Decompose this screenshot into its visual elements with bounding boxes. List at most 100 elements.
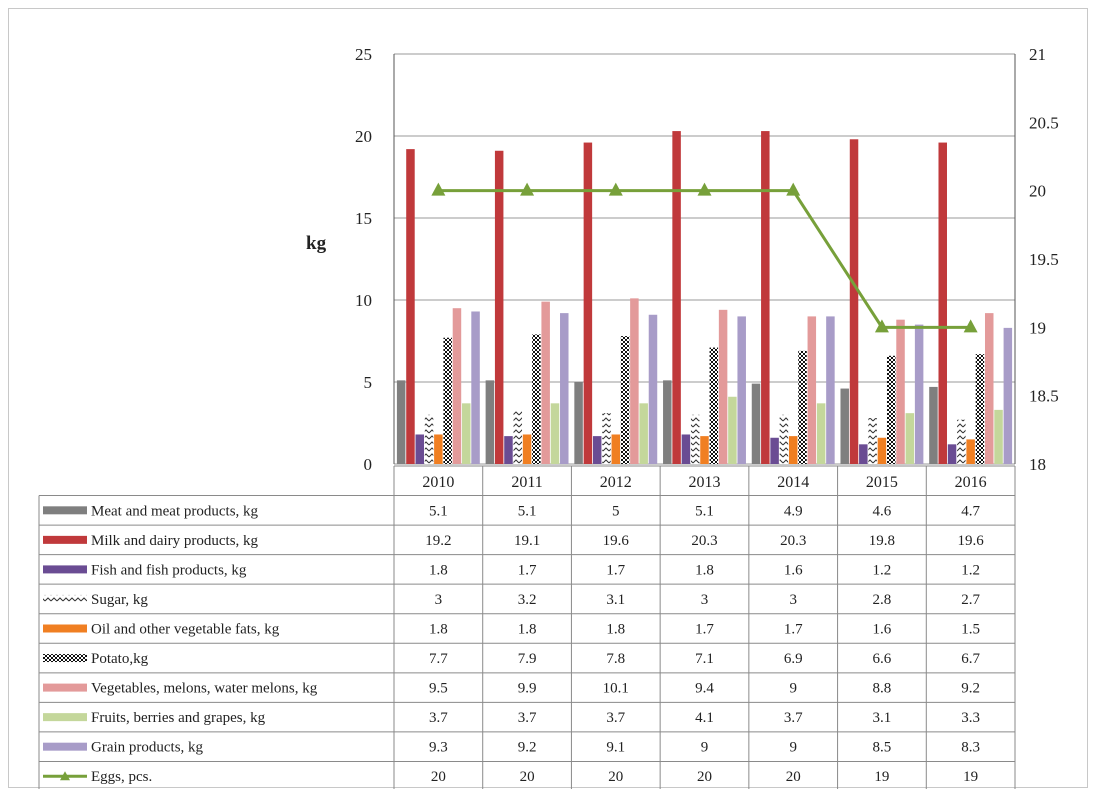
bar-sugar-2011 [513,411,523,464]
bar-potato-2014 [798,350,807,464]
axes: 0 5 10 15 20 25 18 18.5 19 19.5 20 20.5 21 [355,45,1059,474]
bar-meat-and-meat-products-2013 [663,380,672,464]
bar-potato-2015 [886,355,896,464]
data-label: 6.7 [961,651,980,667]
y2-tick-label: 20.5 [1029,113,1059,132]
marker-eggs [520,182,535,196]
legend-entry: Eggs, pcs. [91,769,152,785]
y-tick-label: 0 [364,455,373,474]
bar-sugar-2016 [957,419,966,464]
bar-grain-products-2015 [914,324,924,464]
bar-grain-products-2011 [560,313,569,464]
data-label: 8.8 [873,681,892,697]
bar-grain-products-2014 [826,316,835,464]
data-label: 4.9 [784,503,803,519]
bar-fish-and-fish-products-2014 [770,437,779,464]
data-label: 3.1 [606,592,625,608]
data-label: 9 [701,740,709,756]
y2-tick-label: 18 [1029,455,1046,474]
legend-entry: Fish and fish products, kg [91,562,247,578]
data-label: 10.1 [603,681,629,697]
bar-vegetables-2013 [718,309,728,464]
x-tick-label: 2013 [689,474,721,491]
bar-grain-products-2012 [648,314,658,464]
data-label: 9 [789,681,797,697]
data-label: 9 [789,740,797,756]
data-label: 3 [435,592,443,608]
legend-entry: Meat and meat products, kg [91,503,259,519]
data-label: 19.6 [958,533,985,549]
bar-meat-and-meat-products-2015 [840,388,849,464]
data-label: 19.8 [869,533,895,549]
bar-fruits-2014 [816,403,826,464]
y2-tick-label: 21 [1029,45,1046,64]
bar-fruits-2015 [905,413,915,464]
bar-oil-and-other-vegetable-fats-2015 [877,437,887,464]
legend-key [43,565,87,574]
bar-vegetables-2016 [984,313,994,464]
bar-vegetables-2015 [896,319,905,464]
data-label: 1.8 [429,562,448,578]
data-label: 5 [612,503,620,519]
bar-milk-and-dairy-products-2010 [406,149,415,464]
data-label: 8.5 [873,740,892,756]
data-label: 9.3 [429,740,448,756]
bar-meat-and-meat-products-2014 [751,383,761,464]
bar-meat-and-meat-products-2010 [396,380,406,464]
legend-key [43,594,87,603]
data-label: 20 [520,769,535,785]
bar-oil-and-other-vegetable-fats-2013 [700,436,709,464]
bar-meat-and-meat-products-2012 [574,382,583,464]
data-label: 9.2 [961,681,980,697]
data-label: 7.9 [518,651,537,667]
data-label: 7.8 [606,651,625,667]
data-label: 3 [701,592,709,608]
x-tick-label: 2010 [422,474,454,491]
bar-sugar-2013 [690,414,700,464]
x-tick-label: 2012 [600,474,632,491]
data-label: 6.9 [784,651,803,667]
data-label: 20.3 [780,533,806,549]
data-label: 1.6 [873,622,892,638]
bar-fruits-2012 [639,403,648,464]
bar-fish-and-fish-products-2016 [947,444,957,464]
data-label: 19 [963,769,978,785]
bar-sugar-2015 [868,418,877,464]
data-label: 1.7 [695,622,714,638]
y-tick-label: 15 [355,209,372,228]
bar-potato-2010 [443,337,452,464]
data-label: 3.2 [518,592,537,608]
legend-entry: Oil and other vegetable fats, kg [91,622,280,638]
bar-fruits-2016 [994,409,1003,464]
data-label: 1.2 [961,562,980,578]
x-tick-label: 2016 [955,474,987,491]
legend-key [43,683,87,692]
y-tick-label: 5 [364,373,373,392]
marker-eggs [874,319,889,333]
data-label: 19.2 [425,533,451,549]
data-label: 20 [608,769,623,785]
data-label: 9.2 [518,740,537,756]
x-tick-label: 2015 [866,474,898,491]
bar-oil-and-other-vegetable-fats-2012 [611,434,621,464]
bar-fruits-2010 [462,403,471,464]
data-label: 19 [874,769,889,785]
legend-key [43,654,87,663]
data-label: 2.7 [961,592,980,608]
legend-key-marker [60,771,70,781]
data-label: 1.7 [606,562,625,578]
data-label: 7.1 [695,651,714,667]
bars [396,131,1013,464]
data-label: 19.6 [603,533,630,549]
bar-milk-and-dairy-products-2015 [849,139,859,464]
bar-oil-and-other-vegetable-fats-2010 [434,434,443,464]
y-tick-label: 20 [355,127,372,146]
bar-potato-2011 [532,334,541,464]
bar-vegetables-2014 [807,316,817,464]
marker-eggs [608,182,623,196]
eggs-line [431,182,978,333]
y2-tick-label: 19.5 [1029,250,1059,269]
legend-entry: Potato,kg [91,651,149,667]
y2-tick-label: 19 [1029,318,1046,337]
